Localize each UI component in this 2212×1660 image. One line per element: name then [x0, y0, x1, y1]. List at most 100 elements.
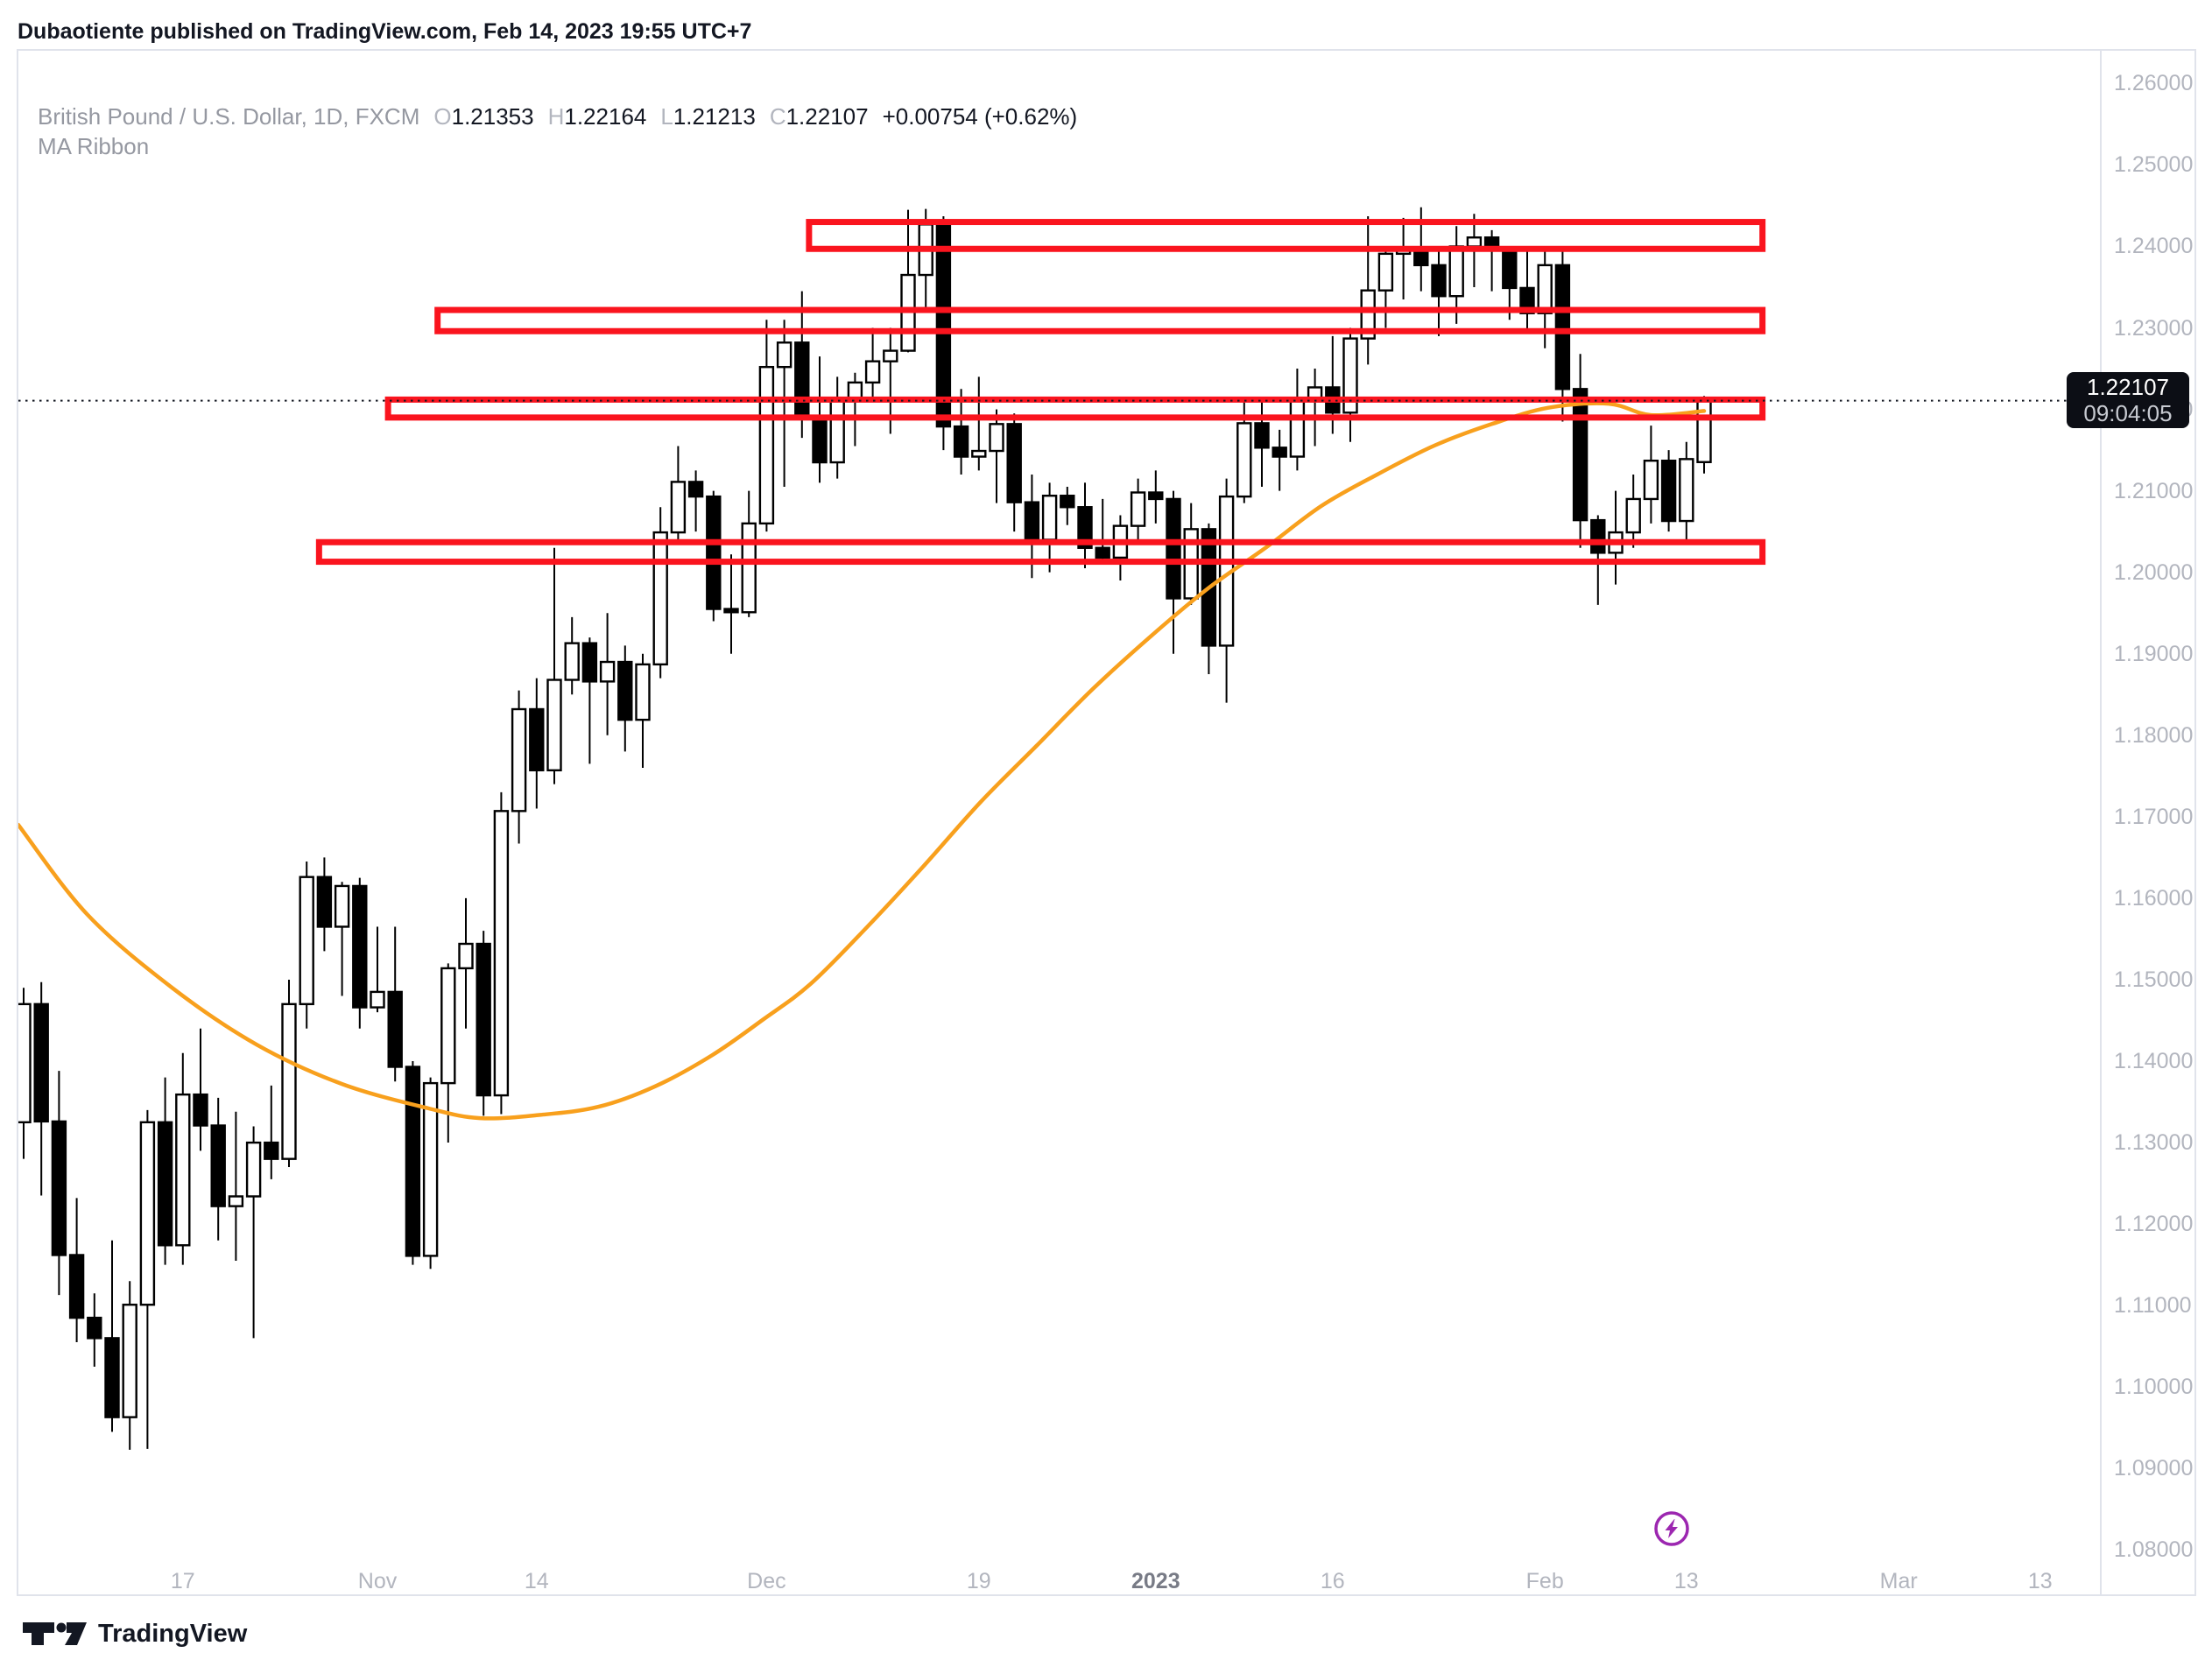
candle-up	[1236, 422, 1252, 498]
candle-up	[1360, 289, 1376, 340]
candle-up	[1679, 458, 1694, 523]
candle-down	[1095, 546, 1110, 559]
flash-icon[interactable]	[1652, 1509, 1691, 1548]
candle-down	[581, 642, 598, 683]
tradingview-logo[interactable]: TradingView	[21, 1620, 247, 1649]
lightning-bolt-icon	[1654, 1511, 1689, 1546]
candle-down	[953, 425, 969, 458]
candle-up	[564, 642, 580, 681]
chart-container: British Pound / U.S. Dollar, 1D, FXCM O 1.…	[17, 49, 2196, 1596]
candle-down	[405, 1066, 421, 1257]
time-axis[interactable]: 17 Nov 14 Dec 19 2023 16 Feb 13 Mar 13	[18, 1567, 2100, 1596]
candle-up	[971, 449, 987, 458]
candle-down	[1060, 495, 1075, 509]
price-tick-label: 1.17000	[2114, 804, 2194, 829]
price-tick-label: 1.25000	[2114, 152, 2194, 178]
tradingview-logo-icon	[23, 1622, 87, 1645]
price-tick-label: 1.13000	[2114, 1130, 2194, 1156]
candle-up	[670, 481, 687, 534]
high-letter: H	[547, 103, 565, 130]
candle-down	[68, 1254, 85, 1319]
price-tick-label: 1.12000	[2114, 1212, 2194, 1237]
publish-header: Dubaotiente published on TradingView.com…	[18, 19, 751, 45]
time-tick-label: Dec	[747, 1569, 786, 1593]
price-tick-label: 1.26000	[2114, 71, 2194, 96]
time-tick-label: Feb	[1525, 1569, 1564, 1593]
candle-down	[87, 1316, 102, 1340]
candle-up	[139, 1121, 156, 1306]
candle-up	[493, 810, 510, 1097]
open-letter: O	[433, 103, 452, 130]
candle-down	[1554, 264, 1571, 390]
close-value: 1.22107	[785, 103, 869, 130]
candle-up	[440, 967, 456, 1085]
time-tick-label: 17	[170, 1569, 195, 1593]
resistance-zone-1.23[interactable]	[434, 306, 1766, 334]
ma-ribbon-line[interactable]	[18, 401, 1707, 1121]
candle-up	[175, 1093, 191, 1247]
symbol-title[interactable]: British Pound / U.S. Dollar, 1D, FXCM	[38, 103, 420, 130]
candle-up	[1448, 245, 1464, 298]
candle-up	[1041, 495, 1058, 541]
candle-down	[157, 1121, 173, 1247]
candle-up	[1466, 236, 1483, 248]
support-zone-1.20[interactable]	[315, 538, 1766, 566]
price-tick-label: 1.18000	[2114, 722, 2194, 748]
candle-up	[599, 660, 616, 683]
candle-up	[741, 522, 757, 614]
pivot-zone-1.22[interactable]	[384, 396, 1766, 421]
candle-up	[652, 531, 668, 666]
candle-up	[281, 1002, 297, 1160]
candle-down	[1272, 447, 1287, 458]
candle-down	[352, 884, 368, 1009]
candle-down	[264, 1141, 279, 1160]
bar-countdown: 09:04:05	[2083, 399, 2173, 426]
price-axis[interactable]: 1.260001.250001.240001.230001.220001.210…	[2102, 51, 2196, 1564]
candle-up	[228, 1195, 244, 1207]
resistance-zone-1.24[interactable]	[806, 219, 1766, 252]
candle-down	[1024, 501, 1040, 541]
time-tick-label: 19	[966, 1569, 991, 1593]
indicator-label[interactable]: MA Ribbon	[38, 133, 150, 159]
candle-down	[51, 1120, 67, 1256]
candle-up	[299, 876, 314, 1006]
price-tick-label: 1.15000	[2114, 967, 2194, 992]
candle-down	[723, 608, 739, 614]
candle-down	[706, 495, 722, 610]
price-chart-plot[interactable]	[18, 51, 2100, 1565]
time-tick-label: 13	[2027, 1569, 2053, 1593]
candle-down	[1148, 491, 1164, 501]
candle-up	[1130, 491, 1146, 527]
candle-down	[33, 1002, 49, 1123]
high-value: 1.22164	[564, 103, 647, 130]
candle-down	[1254, 422, 1270, 449]
candle-up	[370, 990, 385, 1009]
price-tick-label: 1.14000	[2114, 1049, 2194, 1073]
candle-up	[864, 360, 881, 384]
candle-down	[1502, 248, 1518, 290]
candle-up	[1377, 252, 1394, 292]
price-tick-label: 1.11000	[2114, 1293, 2192, 1319]
candle-down	[794, 341, 810, 419]
price-tick-label: 1.23000	[2114, 315, 2194, 341]
candle-up	[546, 679, 562, 771]
candle-down	[316, 876, 333, 928]
candle-down	[210, 1124, 226, 1207]
candle-up	[1342, 337, 1358, 414]
tradingview-logo-text: TradingView	[98, 1619, 248, 1648]
price-tick-label: 1.10000	[2114, 1375, 2194, 1400]
candle-up	[1289, 400, 1306, 458]
candle-up	[122, 1304, 137, 1418]
candle-down	[476, 942, 491, 1097]
candle-down	[1166, 497, 1181, 600]
candle-down	[687, 481, 704, 498]
candle-up	[1625, 497, 1641, 534]
current-price-value: 1.22107	[2087, 373, 2169, 400]
candle-down	[812, 416, 828, 464]
candle-down	[1572, 388, 1589, 522]
candle-up	[989, 423, 1004, 453]
candle-down	[1006, 423, 1022, 503]
footer: TradingView	[21, 1616, 247, 1651]
candle-up	[245, 1141, 262, 1198]
candle-up	[422, 1081, 439, 1257]
